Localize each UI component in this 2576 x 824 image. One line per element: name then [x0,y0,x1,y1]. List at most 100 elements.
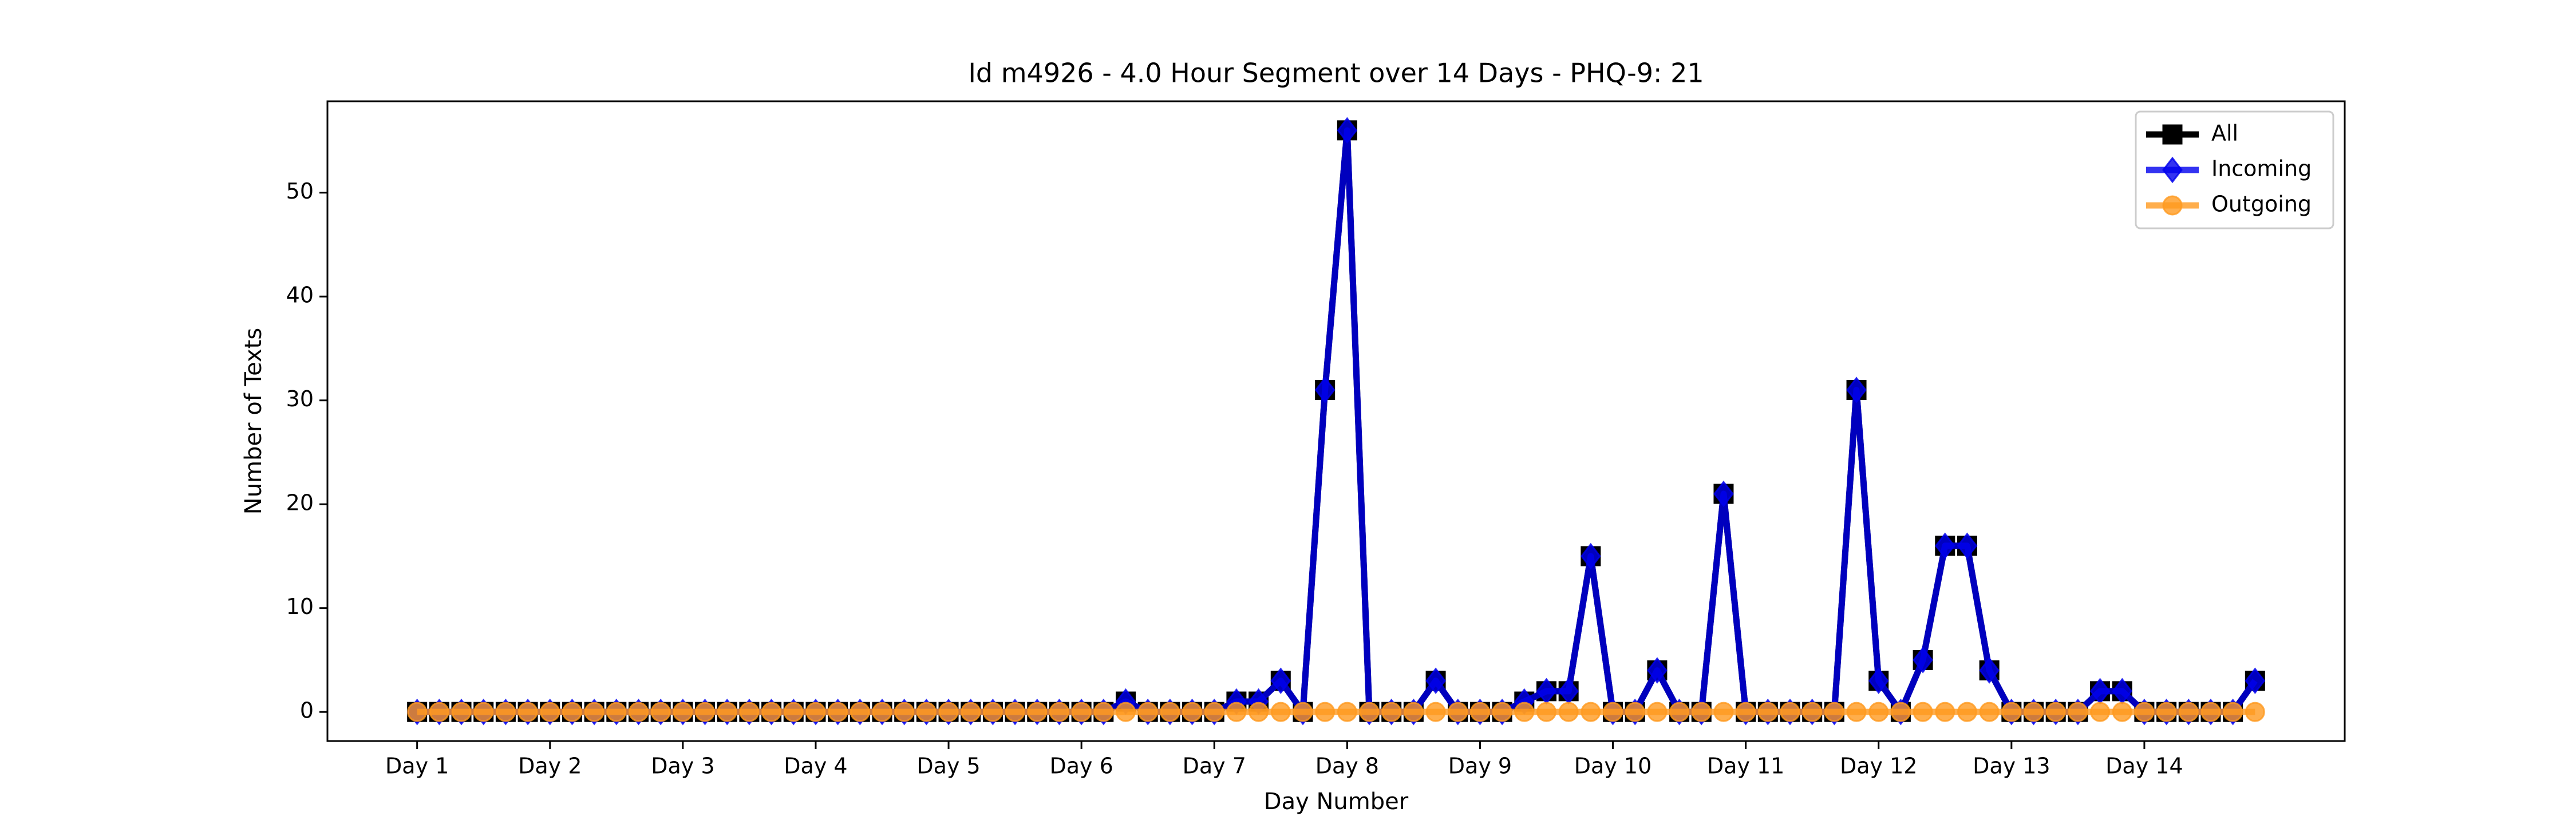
data-point [1603,702,1623,722]
legend-marker [2162,195,2183,216]
data-point [606,702,627,722]
data-point [1580,542,1601,570]
data-point [783,702,804,722]
data-point [2090,702,2111,722]
data-point [1249,702,1269,722]
data-point [2178,702,2199,722]
data-point [739,702,760,722]
x-axis-label: Day Number [1264,789,1409,815]
data-point [1868,702,1889,722]
data-point [1647,657,1668,684]
data-point [850,702,870,722]
legend: All Incoming Outgoing [2135,110,2334,229]
data-point [1359,702,1380,722]
data-point [1934,532,1955,560]
x-tick-label: Day 4 [784,754,847,779]
data-point [1071,702,1092,722]
data-point [1182,702,1203,722]
data-point [1957,532,1978,560]
data-point [2112,702,2132,722]
data-point [1469,702,1490,722]
data-point [1979,657,2000,684]
data-point [2134,702,2155,722]
data-point [2245,702,2265,722]
data-point [1846,702,1867,722]
data-point [1824,702,1844,722]
chart-title: Id m4926 - 4.0 Hour Segment over 14 Days… [968,58,1704,89]
x-tick-label: Day 10 [1574,754,1652,779]
data-point [584,702,605,722]
x-tick-label: Day 8 [1315,754,1379,779]
data-point [2245,667,2266,694]
data-point [1581,702,1601,722]
data-point [761,702,782,722]
y-tick-label: 10 [286,594,314,619]
data-point [1935,702,1955,722]
data-point [1116,702,1136,722]
data-point [1093,702,1114,722]
data-point [1846,377,1867,403]
data-point [429,702,449,722]
x-tick-label: Day 14 [2105,754,2183,779]
data-point [1137,702,1158,722]
data-point [1270,702,1291,722]
data-point [2001,702,2022,722]
data-point [894,702,915,722]
data-point [1913,647,1933,674]
data-point [2223,702,2243,722]
data-point [1868,667,1889,694]
data-point [1536,702,1556,722]
x-tick-label: Day 2 [518,754,582,779]
data-point [540,702,560,722]
data-point [805,702,826,722]
data-point [1492,702,1512,722]
data-point [2156,702,2177,722]
data-point [1890,702,1911,722]
legend-marker [2162,124,2183,145]
x-tick-label: Day 7 [1183,754,1246,779]
series [407,702,2265,722]
legend-box [2135,110,2334,229]
data-point [961,702,981,722]
data-point [1425,702,1446,722]
legend-label: All [2211,121,2238,146]
data-point [473,702,494,722]
data-point [1226,702,1247,722]
data-point [628,702,649,722]
data-point [1204,702,1224,722]
data-point [1669,702,1690,722]
data-point [828,702,848,722]
data-point [1381,702,1402,722]
x-tick-label: Day 5 [916,754,980,779]
data-point [1713,702,1734,722]
series [406,117,2266,726]
data-point [1757,702,1778,722]
data-point [872,702,892,722]
data-point [695,702,716,722]
data-point [673,702,693,722]
y-tick-label: 20 [286,490,314,516]
x-tick-label: Day 6 [1049,754,1113,779]
data-point [1979,702,2000,722]
data-point [1448,702,1468,722]
data-point [451,702,472,722]
plot-frame [326,100,2346,742]
data-point [1337,117,1358,144]
data-point [562,702,582,722]
data-point [1647,702,1668,722]
data-point [1514,702,1535,722]
series [407,120,2265,722]
data-point [1713,480,1734,508]
data-point [1625,702,1645,722]
y-tick-label: 30 [286,386,314,411]
data-point [1337,702,1357,722]
data-point [1957,702,1977,722]
data-point [2024,702,2044,722]
x-tick-label: Day 3 [651,754,714,779]
data-point [495,702,516,722]
data-point [1314,377,1336,403]
data-point [1558,702,1579,722]
y-tick-label: 40 [286,283,314,308]
data-point [517,702,538,722]
